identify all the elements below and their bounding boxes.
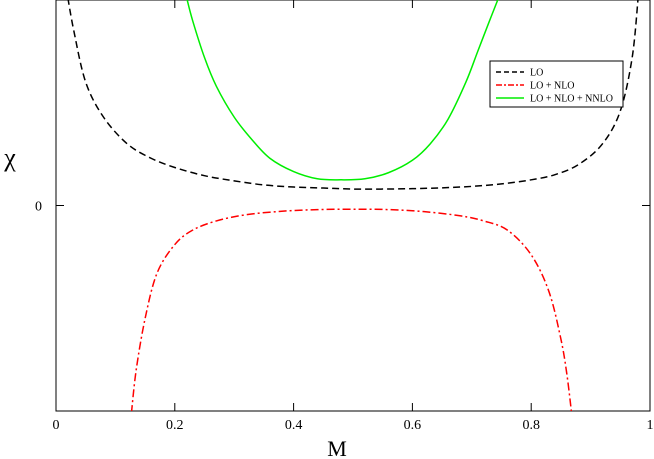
legend: LO LO + NLO LO + NLO + NNLO [489,60,624,108]
x-tick-label: 0.8 [522,418,540,433]
legend-label-3: LO + NLO + NNLO [530,94,613,105]
series-line-2 [130,208,573,411]
x-axis-label: M [327,436,347,459]
y-tick-label: 0 [35,200,42,215]
x-tick-label: 0.6 [404,418,422,433]
legend-box [489,60,624,108]
legend-label-1: LO [530,68,543,79]
axis-ticks [55,0,651,411]
y-axis-label: χ [3,143,16,172]
x-tick-label: 0.2 [166,418,184,433]
x-tick-label: 1 [647,418,654,433]
series-layer [67,0,639,411]
series-line-3 [186,0,499,181]
legend-label-2: LO + NLO [530,81,575,92]
x-tick-label: 0.4 [285,418,303,433]
x-tick-label: 0 [53,418,60,433]
tick-labels: 0 0.2 0.4 0.6 0.8 1 0 [35,200,654,434]
